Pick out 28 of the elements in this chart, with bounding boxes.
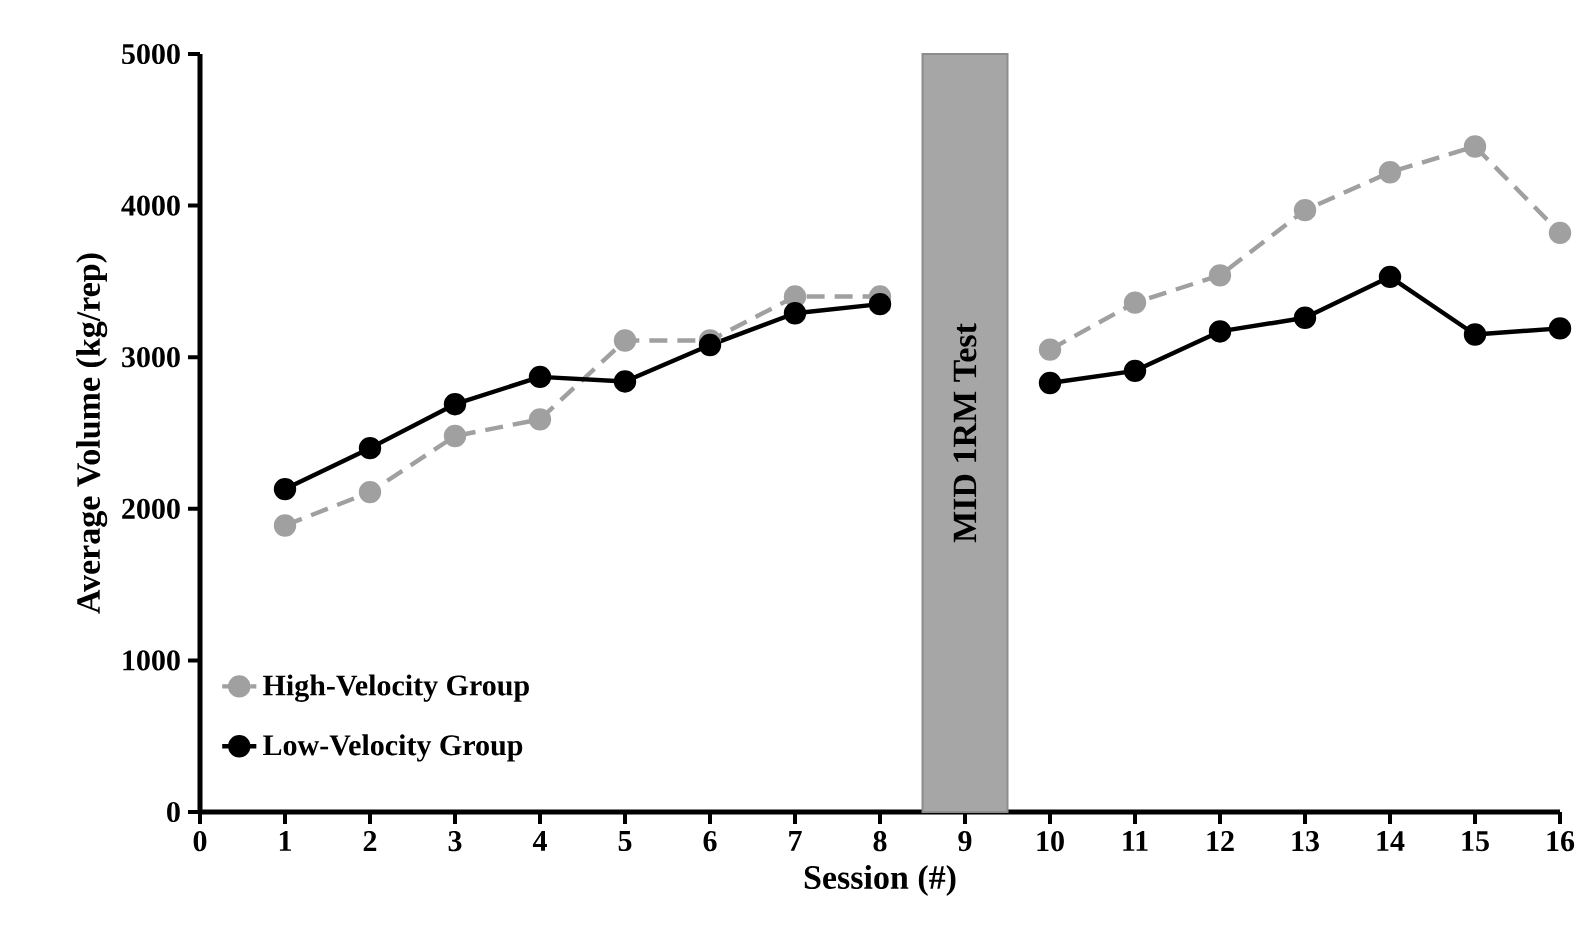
y-tick-label: 0	[167, 801, 180, 823]
x-tick-label: 1	[279, 831, 291, 851]
legend-label: Low-Velocity Group	[263, 734, 523, 762]
x-tick-label: 4	[532, 831, 547, 851]
x-tick-label: 6	[703, 831, 717, 852]
y-axis-title: Average Volume (kg/rep)	[76, 253, 108, 614]
y-tick-label: 5000	[122, 43, 180, 65]
x-tick-label: 3	[448, 831, 462, 852]
x-tick-label: 8	[873, 831, 887, 852]
y-tick-label: 2000	[122, 498, 180, 519]
x-tick-label: 2	[363, 831, 377, 851]
x-tick-label: 7	[789, 831, 802, 851]
x-tick-label: 12	[1207, 831, 1234, 851]
y-tick-label: 1000	[123, 650, 180, 671]
y-tick-label: 4000	[121, 195, 180, 216]
x-tick-label: 13	[1292, 831, 1319, 852]
x-tick-label: 16	[1547, 831, 1575, 852]
legend-label: High-Velocity Group	[263, 674, 529, 702]
x-tick-label: 0	[193, 831, 207, 852]
x-tick-label: 5	[618, 831, 632, 851]
x-tick-label: 15	[1462, 831, 1489, 852]
x-axis-title: Session (#)	[804, 865, 956, 896]
x-tick-label: 10	[1037, 831, 1064, 852]
band-label: MID 1RM Test	[953, 323, 977, 543]
x-tick-label: 9	[958, 831, 972, 852]
x-tick-label: 11	[1123, 831, 1148, 851]
y-tick-label: 3000	[122, 347, 180, 368]
x-tick-label: 14	[1377, 831, 1405, 851]
